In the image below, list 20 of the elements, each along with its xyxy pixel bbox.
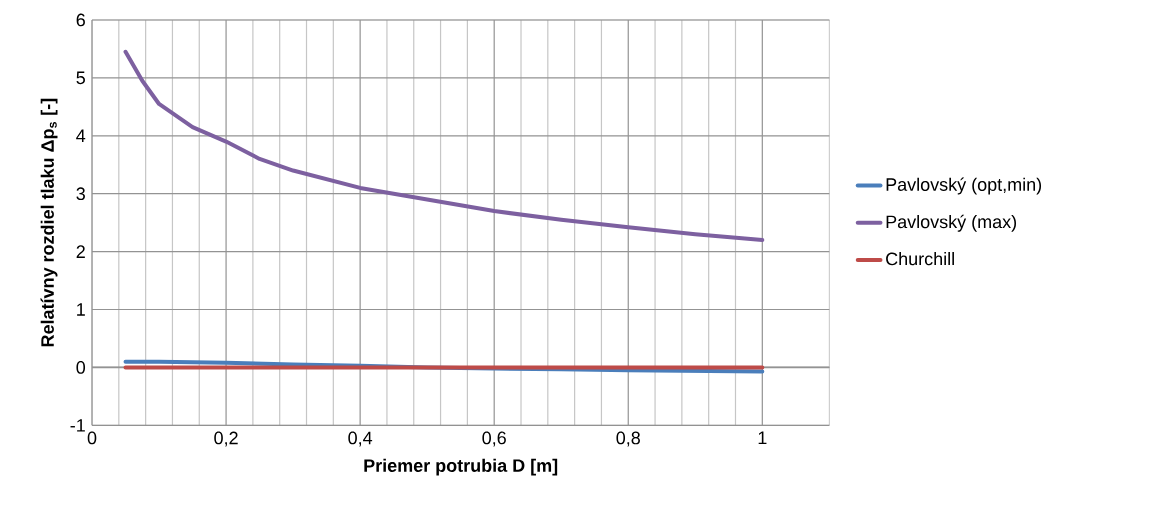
y-tick-label: 5: [76, 71, 85, 85]
y-tick-label: 0: [76, 361, 86, 374]
y-axis-title: Relatívny rozdiel tlaku Δp$_{s}$ [-]: [40, 98, 58, 347]
y-tick-label: 1: [77, 303, 85, 316]
x-tick-label: 0,8: [616, 431, 640, 447]
x-tick-label: 0: [87, 431, 97, 445]
x-axis-title: Priemer potrubia D [m]: [364, 458, 558, 476]
x-tick-label: 1: [758, 431, 767, 444]
legend-label: Churchill: [886, 252, 954, 266]
y-tick-label: -1: [70, 419, 85, 432]
x-tick-label: 0,4: [348, 431, 373, 447]
x-tick-label: 0,6: [482, 431, 506, 447]
legend-label: Pavlovský (max): [886, 214, 1017, 232]
y-tick-label: 4: [76, 129, 86, 142]
y-tick-label: 3: [76, 187, 85, 201]
y-tick-label: 6: [76, 13, 85, 27]
y-tick-label: 2: [76, 245, 85, 258]
x-tick-label: 0,2: [214, 431, 238, 447]
legend-label: Pavlovský (opt,min): [886, 177, 1042, 195]
line-series: [123, 49, 765, 243]
